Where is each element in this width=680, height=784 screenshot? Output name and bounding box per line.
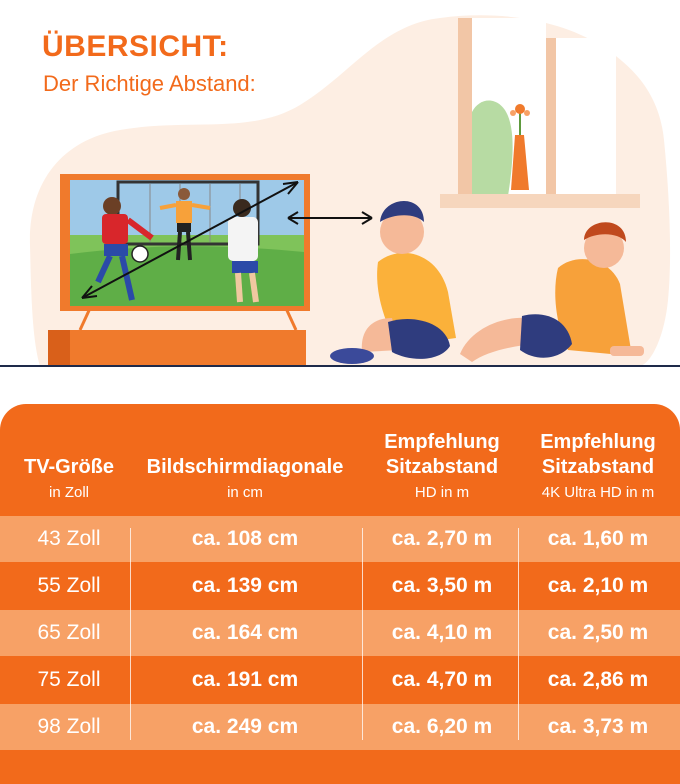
cell-tv-size: 65 Zoll (37, 621, 101, 644)
header-title: Empfehlung Sitzabstand (384, 431, 500, 478)
cell-distance-hd: ca. 3,50 m (391, 574, 493, 597)
cell-distance-hd: ca. 4,70 m (391, 668, 493, 691)
header-sub: 4K Ultra HD in m (541, 484, 655, 501)
cell-tv-size: 98 Zoll (37, 715, 101, 738)
column-divider (362, 528, 363, 740)
table-row: 43 Zoll ca. 108 cm ca. 2,70 m ca. 1,60 m (0, 516, 680, 562)
header-title: Bildschirmdiagonale (146, 456, 344, 478)
tv-distance-illustration (0, 15, 680, 367)
table-row: 75 Zoll ca. 191 cm ca. 4,70 m ca. 2,86 m (0, 657, 680, 703)
vase-with-flower (510, 104, 530, 190)
boy-sitting-near (330, 200, 456, 364)
page-title: ÜBERSICHT: (42, 30, 229, 63)
boy-sitting-far (460, 222, 644, 362)
cell-diagonal: ca. 164 cm (191, 621, 299, 644)
header-sub: HD in m (414, 484, 470, 501)
header-sub: in Zoll (48, 484, 89, 501)
cell-diagonal: ca. 191 cm (191, 668, 299, 691)
table-row: 65 Zoll ca. 164 cm ca. 4,10 m ca. 2,50 m (0, 610, 680, 656)
viewing-distance-arrow (287, 211, 373, 225)
cell-tv-size: 55 Zoll (37, 574, 101, 597)
header-diagonal: Bildschirmdiagonale in cm (130, 404, 360, 516)
cell-distance-4k: ca. 2,50 m (547, 621, 649, 644)
tv-cabinet (48, 330, 306, 366)
cell-distance-4k: ca. 2,86 m (547, 668, 649, 691)
cell-distance-4k: ca. 2,10 m (547, 574, 649, 597)
cell-distance-4k: ca. 1,60 m (547, 527, 649, 550)
cell-distance-hd: ca. 4,10 m (391, 621, 493, 644)
header-title: TV-Größe (23, 456, 114, 478)
header-title: Empfehlung Sitzabstand (540, 431, 656, 478)
screen-diagonal-arrow (81, 181, 299, 299)
column-divider (130, 528, 131, 740)
table-header-row: TV-Größe in Zoll Bildschirmdiagonale in … (0, 404, 680, 516)
distance-table: TV-Größe in Zoll Bildschirmdiagonale in … (0, 404, 680, 784)
cell-diagonal: ca. 108 cm (191, 527, 299, 550)
header-distance-4k: Empfehlung Sitzabstand 4K Ultra HD in m (518, 404, 678, 516)
cell-distance-4k: ca. 3,73 m (547, 715, 649, 738)
header-sub: in cm (227, 484, 263, 501)
cell-tv-size: 43 Zoll (37, 527, 101, 550)
header-distance-hd: Empfehlung Sitzabstand HD in m (364, 404, 520, 516)
cell-distance-hd: ca. 6,20 m (391, 715, 493, 738)
cell-diagonal: ca. 249 cm (191, 715, 299, 738)
header-tv-size: TV-Größe in Zoll (10, 404, 128, 516)
table-row: 98 Zoll ca. 249 cm ca. 6,20 m ca. 3,73 m (0, 704, 680, 750)
column-divider (518, 528, 519, 740)
window (440, 18, 640, 208)
table-row: 55 Zoll ca. 139 cm ca. 3,50 m ca. 2,10 m (0, 563, 680, 609)
cell-diagonal: ca. 139 cm (191, 574, 299, 597)
cell-tv-size: 75 Zoll (37, 668, 101, 691)
television (60, 174, 310, 331)
page-subtitle: Der Richtige Abstand: (43, 71, 256, 96)
cell-distance-hd: ca. 2,70 m (391, 527, 493, 550)
